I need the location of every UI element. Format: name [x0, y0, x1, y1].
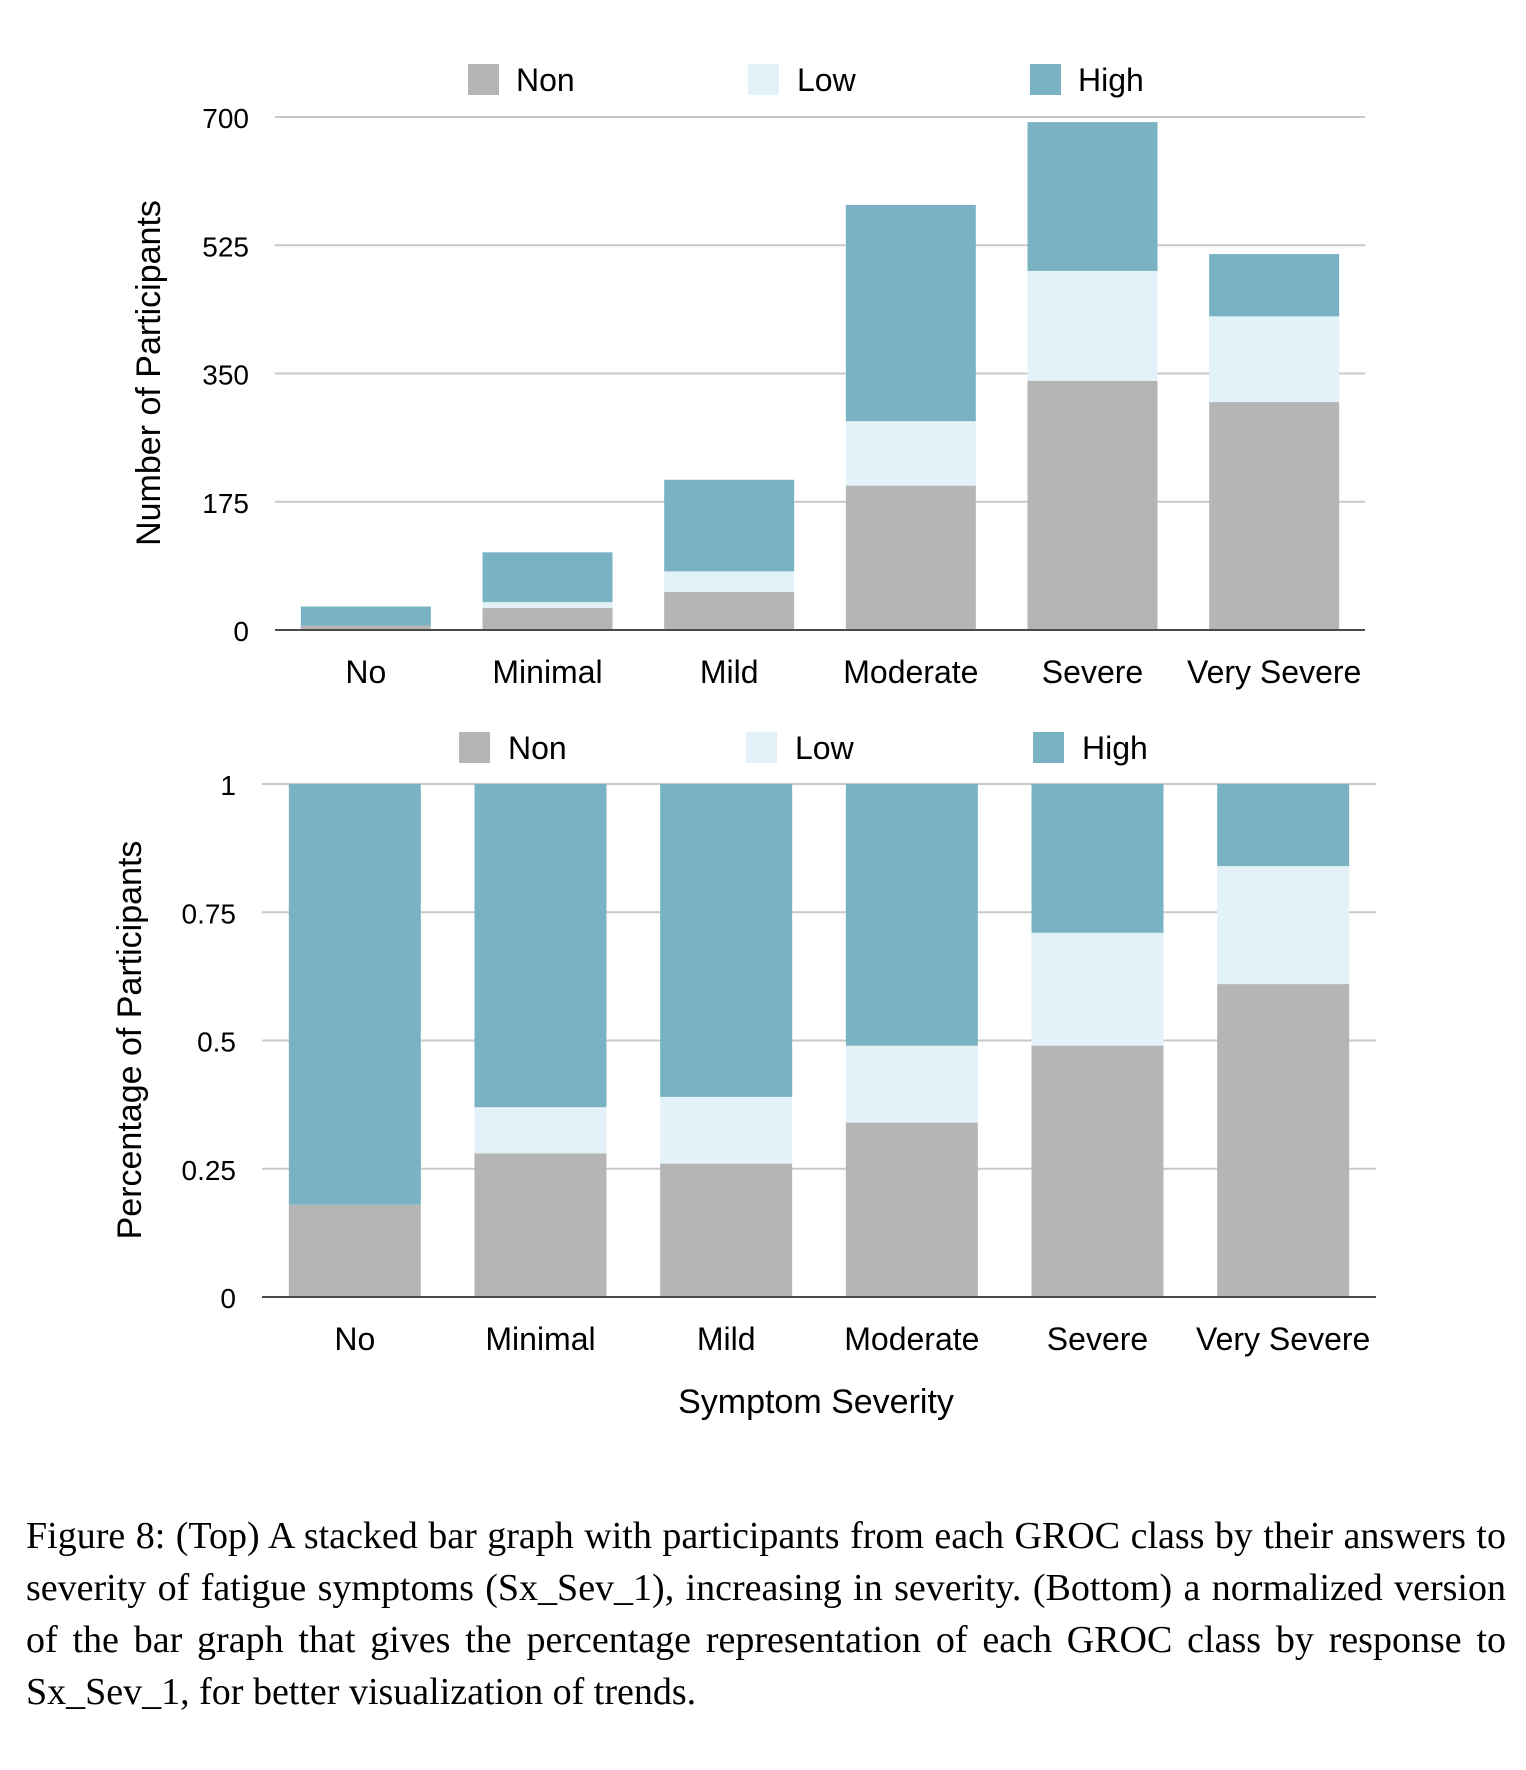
legend-swatch-high	[1033, 732, 1064, 763]
legend-label-low: Low	[797, 62, 857, 98]
bar-high	[845, 784, 978, 1046]
bar-low	[660, 1096, 793, 1164]
bar-non	[1217, 984, 1350, 1297]
bar-low	[845, 1045, 978, 1123]
bar-high	[482, 552, 613, 603]
bar-high	[845, 204, 976, 422]
bar-non	[474, 1153, 607, 1297]
y-tick-label: 0.25	[182, 1155, 237, 1186]
bar-non	[845, 485, 976, 630]
category-label: Very Severe	[1187, 654, 1361, 690]
category-label: Mild	[697, 1321, 756, 1357]
category-label: Severe	[1047, 1321, 1148, 1357]
legend-label-non: Non	[508, 730, 567, 766]
bar-high	[288, 784, 421, 1205]
bar-high	[1217, 784, 1350, 867]
bar-high	[660, 784, 793, 1097]
chart-bottom-percentages: 0 0.25 0.5 0.75 1 No Minimal Mild Moderate Severe…	[111, 730, 1376, 1421]
bar-low	[474, 1107, 607, 1154]
y-axis-label: Number of Participants	[130, 200, 168, 546]
legend-swatch-low	[748, 64, 779, 95]
bar-low	[1027, 270, 1158, 381]
bar-low	[1031, 932, 1164, 1046]
legend-swatch-high	[1030, 64, 1061, 95]
bar-low	[1217, 866, 1350, 985]
bar-non	[1027, 380, 1158, 630]
bar-high	[1209, 254, 1340, 317]
legend-label-low: Low	[795, 730, 855, 766]
x-axis-label: Symptom Severity	[678, 1383, 954, 1421]
category-label: No	[345, 654, 386, 690]
legend-label-non: Non	[516, 62, 575, 98]
y-tick-label: 0.75	[182, 898, 237, 929]
bar-low	[482, 602, 613, 609]
y-tick-label: 525	[202, 231, 249, 262]
legend-swatch-non	[459, 732, 490, 763]
y-tick-label: 175	[202, 488, 249, 519]
bar-non	[845, 1122, 978, 1297]
legend-swatch-low	[746, 732, 777, 763]
legend-label-high: High	[1082, 730, 1148, 766]
bar-high	[664, 479, 795, 572]
bar-low	[1209, 316, 1340, 403]
legend-label-high: High	[1078, 62, 1144, 98]
bar-non	[288, 1204, 421, 1297]
bar-non	[482, 608, 613, 630]
y-tick-label: 1	[220, 770, 236, 801]
bar-high	[1031, 784, 1164, 933]
figure-caption: Figure 8: (Top) A stacked bar graph with…	[26, 1515, 1506, 1713]
category-label: Minimal	[492, 654, 602, 690]
chart-top-counts: 0 175 350 525 700 No Minimal Mild Moderate Severe…	[130, 62, 1365, 690]
y-tick-label: 0	[220, 1283, 236, 1314]
bar-low	[664, 571, 795, 592]
bar-low	[845, 421, 976, 486]
category-label: Mild	[700, 654, 759, 690]
category-label: Minimal	[485, 1321, 595, 1357]
y-tick-label: 700	[202, 103, 249, 134]
category-label: Severe	[1042, 654, 1143, 690]
y-tick-label: 0.5	[197, 1027, 236, 1058]
bar-non	[1031, 1045, 1164, 1297]
y-tick-label: 350	[202, 360, 249, 391]
y-axis-label: Percentage of Participants	[111, 841, 149, 1240]
y-tick-label: 0	[233, 616, 249, 647]
category-label: No	[334, 1321, 375, 1357]
bar-non	[1209, 402, 1340, 630]
bar-high	[300, 606, 431, 626]
category-label: Moderate	[844, 1321, 979, 1357]
bar-high	[1027, 122, 1158, 271]
bar-non	[300, 625, 431, 630]
bar-non	[660, 1163, 793, 1297]
bar-non	[664, 591, 795, 630]
bar-high	[474, 784, 607, 1108]
category-label: Very Severe	[1196, 1321, 1370, 1357]
legend-swatch-non	[468, 64, 499, 95]
category-label: Moderate	[843, 654, 978, 690]
